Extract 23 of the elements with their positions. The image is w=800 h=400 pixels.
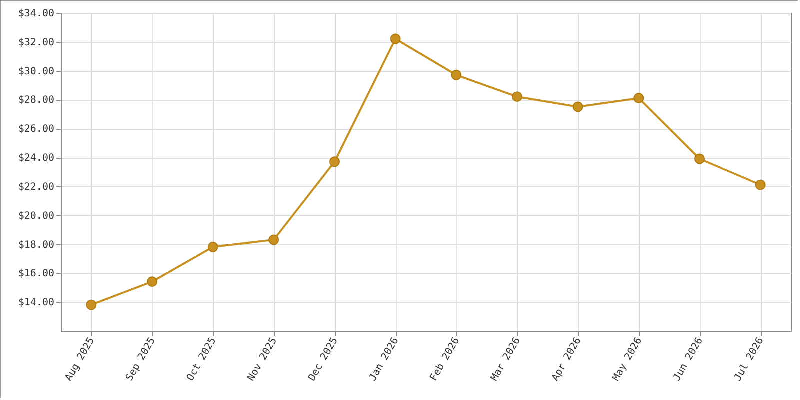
y-tick-label: $24.00 xyxy=(18,153,54,164)
point xyxy=(451,70,462,80)
point xyxy=(390,34,401,44)
y-tick-label: $30.00 xyxy=(18,66,54,78)
y-tick-label: $32.00 xyxy=(18,37,54,48)
point xyxy=(268,234,280,246)
point xyxy=(330,156,340,168)
point xyxy=(755,180,766,190)
y-tick-label: $14.00 xyxy=(18,298,54,309)
point xyxy=(512,92,522,102)
point xyxy=(208,242,218,252)
point xyxy=(147,276,158,288)
point xyxy=(694,154,705,164)
point xyxy=(86,300,97,310)
y-tick-label: $22.00 xyxy=(18,182,54,193)
point xyxy=(634,93,644,104)
point xyxy=(572,102,584,112)
y-tick-label: $26.00 xyxy=(18,124,54,136)
y-tick-label: $18.00 xyxy=(18,240,54,251)
y-tick-label: $16.00 xyxy=(18,268,54,280)
y-tick-label: $20.00 xyxy=(18,210,54,222)
y-tick-label: $28.00 xyxy=(18,95,54,106)
y-tick-label: $34.00 xyxy=(18,8,54,20)
